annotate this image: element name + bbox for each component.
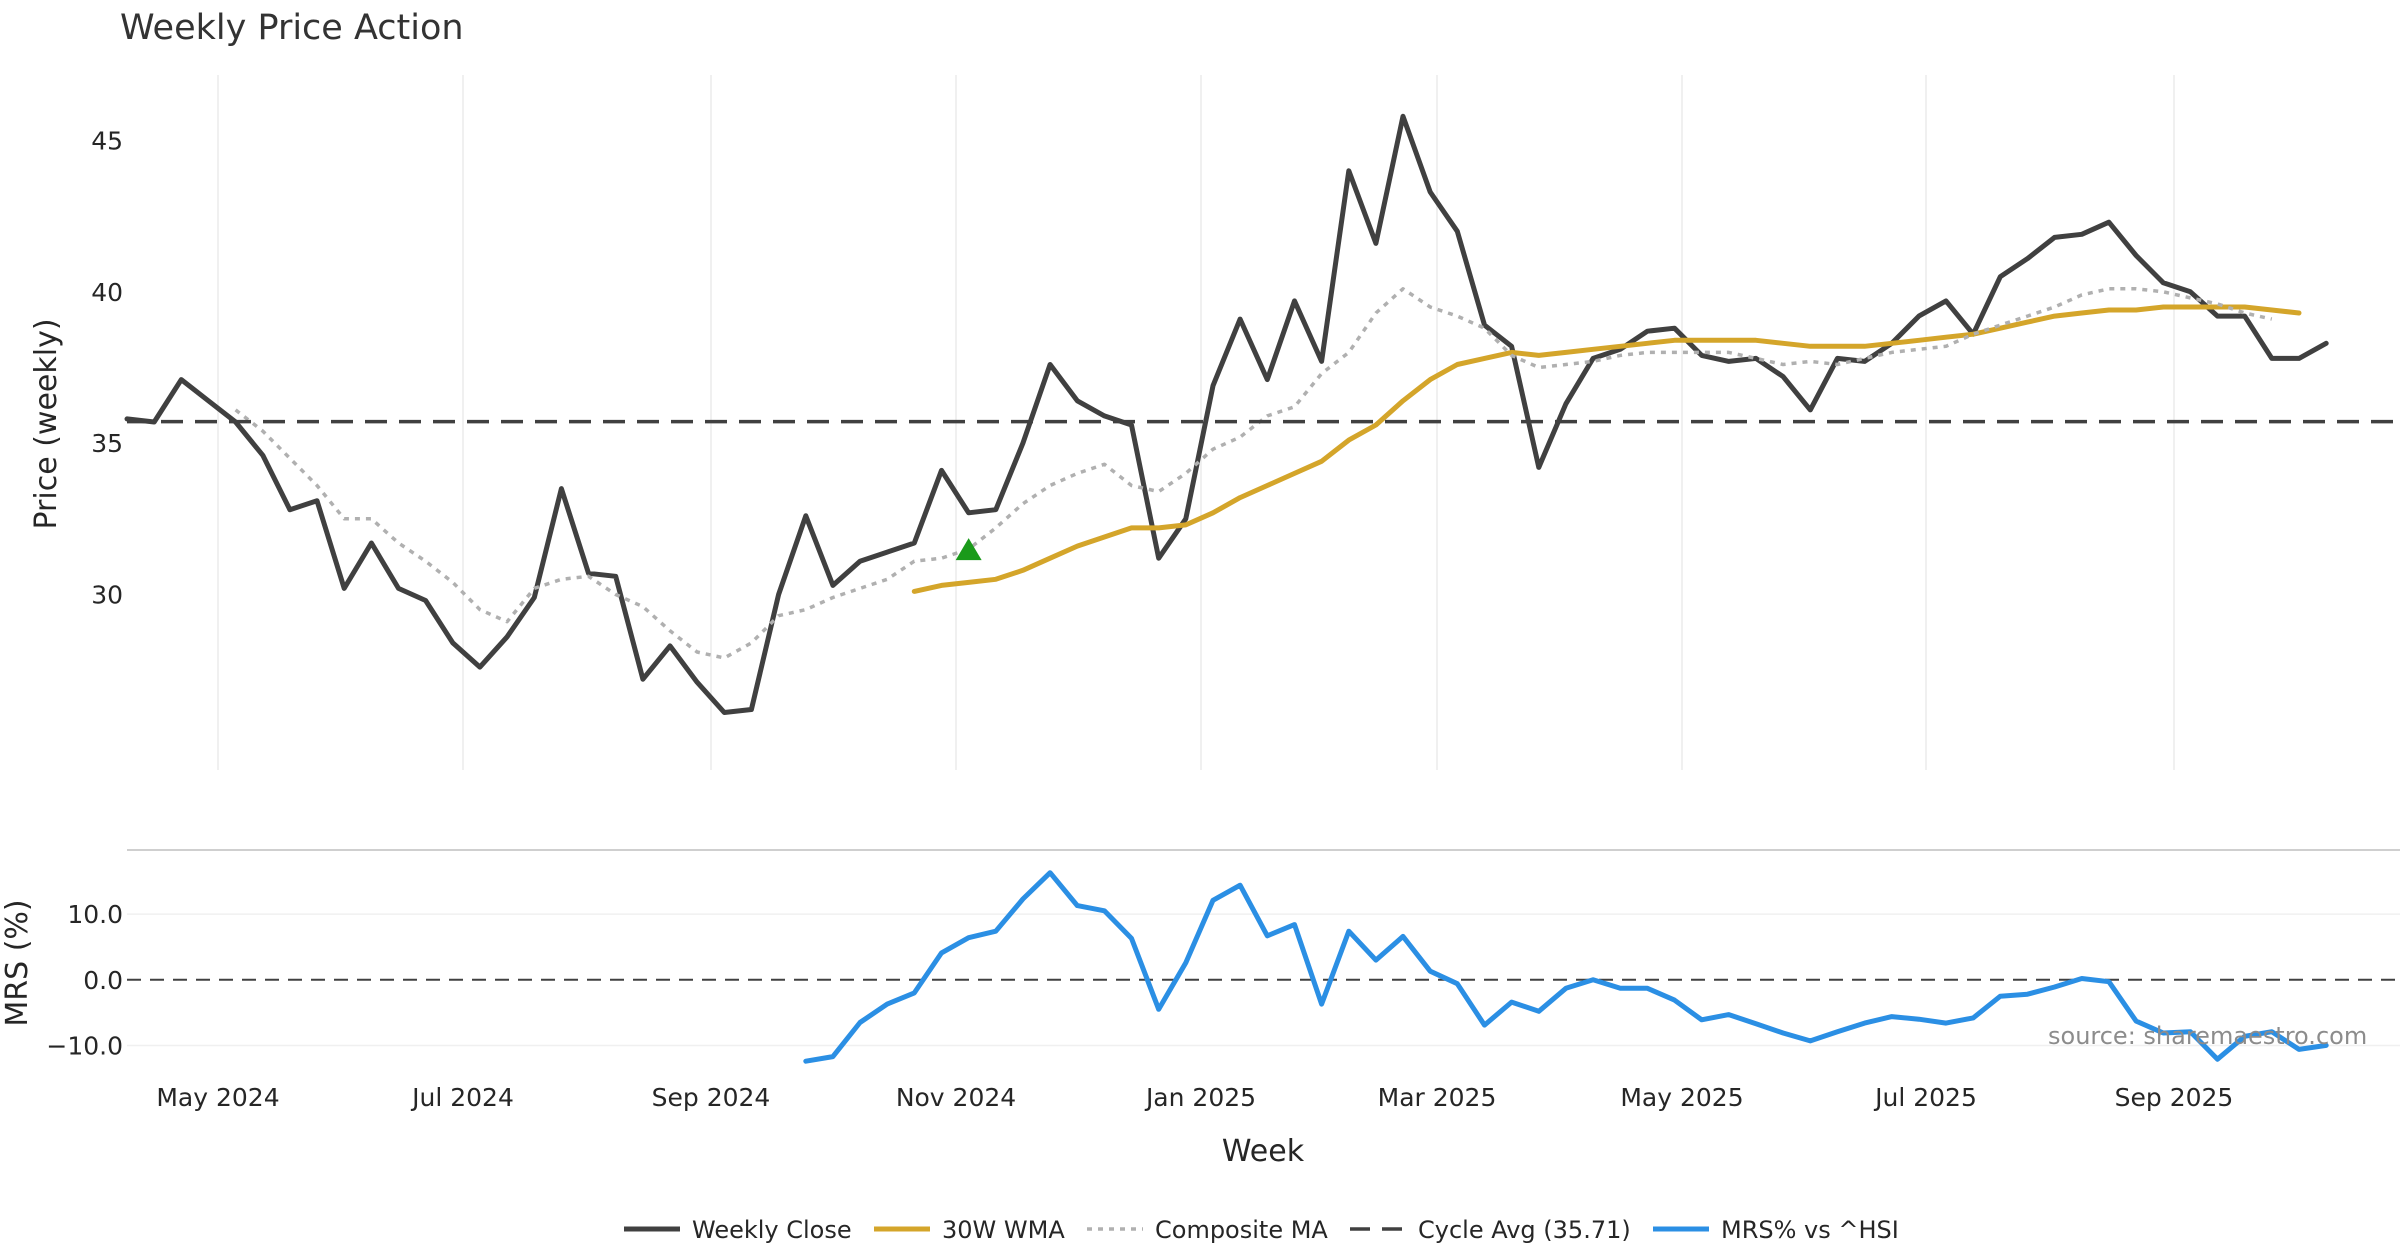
legend-label: Composite MA: [1155, 1216, 1328, 1244]
mrs-y-tick-label: 0.0: [83, 966, 123, 995]
series-mrs-vs-hsi: [803, 870, 2329, 1064]
legend-label: Cycle Avg (35.71): [1418, 1216, 1631, 1244]
x-tick-label: Mar 2025: [1378, 1083, 1497, 1112]
mrs-y-ticks: 10.0 0.0 −10.0: [46, 900, 123, 1060]
price-y-tick-label: 40: [91, 278, 123, 307]
chart-title: Weekly Price Action: [120, 8, 464, 48]
legend-label: Weekly Close: [692, 1216, 852, 1244]
mrs-series: [803, 870, 2329, 1064]
x-tick-label: Nov 2024: [896, 1083, 1016, 1112]
series-weekly-close: [124, 113, 2329, 715]
x-tick-label: Jan 2025: [1144, 1083, 1256, 1112]
price-y-axis-label: Price (weekly): [29, 318, 64, 529]
legend-label: MRS% vs ^HSI: [1721, 1216, 1899, 1244]
legend: Weekly Close 30W WMA Composite MA Cycle Avg…: [624, 1216, 1899, 1244]
x-tick-label: May 2025: [1620, 1083, 1743, 1112]
buy-signal-marker: [955, 538, 982, 561]
mrs-y-tick-label: 10.0: [67, 900, 123, 929]
series-30w-wma: [911, 304, 2302, 594]
legend-label: 30W WMA: [942, 1216, 1065, 1244]
x-tick-label: Sep 2024: [652, 1083, 771, 1112]
mrs-y-axis-label: MRS (%): [0, 899, 35, 1026]
price-y-tick-label: 35: [91, 429, 123, 458]
mrs-grid: [127, 913, 2400, 1047]
price-series: [124, 113, 2400, 715]
price-y-tick-label: 45: [91, 127, 123, 156]
price-y-ticks: 30 35 40 45: [91, 127, 123, 610]
price-y-tick-label: 30: [91, 580, 123, 609]
source-note: source: sharemaestro.com: [2048, 1022, 2367, 1050]
x-tick-label: Jul 2024: [410, 1083, 514, 1112]
x-tick-label: Jul 2025: [1873, 1083, 1977, 1112]
x-tick-label: May 2024: [156, 1083, 279, 1112]
x-tick-label: Sep 2025: [2115, 1083, 2234, 1112]
x-tick-labels: May 2024 Jul 2024 Sep 2024 Nov 2024 Jan 2025…: [156, 1083, 2233, 1112]
x-axis-label: Week: [1222, 1134, 1305, 1169]
mrs-y-tick-label: −10.0: [46, 1031, 123, 1060]
